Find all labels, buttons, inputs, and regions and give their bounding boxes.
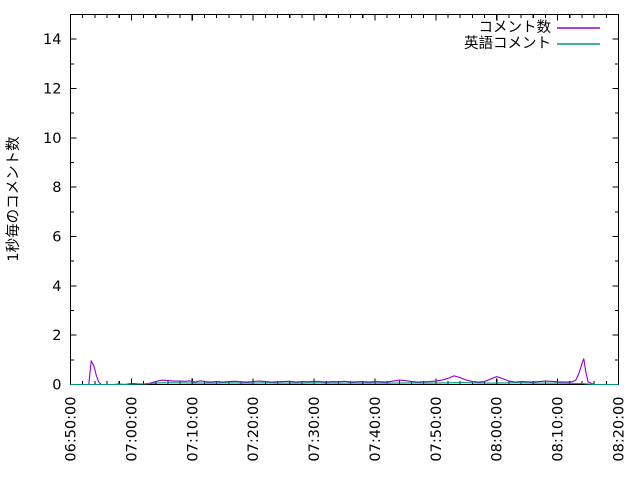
y-tick-label: 0 [52,378,61,394]
x-tick-label: 07:40:00 [368,397,384,462]
x-tick-label: 07:30:00 [307,397,323,462]
y-tick-label: 10 [43,131,61,147]
y-tick-label: 4 [52,279,61,295]
plot-frame [69,13,620,386]
x-tick-label: 07:00:00 [124,397,140,462]
x-tick-label: 08:10:00 [551,397,567,462]
x-axis-tick-labels: 06:50:00 07:00:00 07:10:00 07:20:00 07:30:00… [64,397,628,462]
y-tick-label: 2 [52,328,61,344]
y-axis-ticks [70,38,619,386]
y-axis-minor-ticks [70,13,619,361]
y-tick-label: 12 [43,82,61,98]
x-tick-label: 08:20:00 [612,397,628,462]
y-tick-label: 8 [52,180,61,196]
x-tick-label: 07:20:00 [246,397,262,462]
legend-label-2: 英語コメント [464,34,551,52]
x-tick-label: 07:10:00 [185,397,201,462]
x-axis-ticks [69,14,620,385]
data-series-group [70,358,619,386]
y-tick-label: 14 [43,32,61,48]
series-line-1 [70,358,619,386]
y-axis-tick-labels: 0 2 4 6 8 10 12 14 [43,32,61,393]
series-line-2 [70,381,619,386]
x-tick-label: 08:00:00 [490,397,506,462]
y-axis-title: 1秒毎のコメント数 [5,136,22,262]
y-tick-label: 6 [52,230,61,246]
x-tick-label: 06:50:00 [64,397,80,462]
x-axis-minor-ticks [82,14,607,385]
x-tick-label: 07:50:00 [429,397,445,462]
legend-label-1: コメント数 [479,19,552,36]
